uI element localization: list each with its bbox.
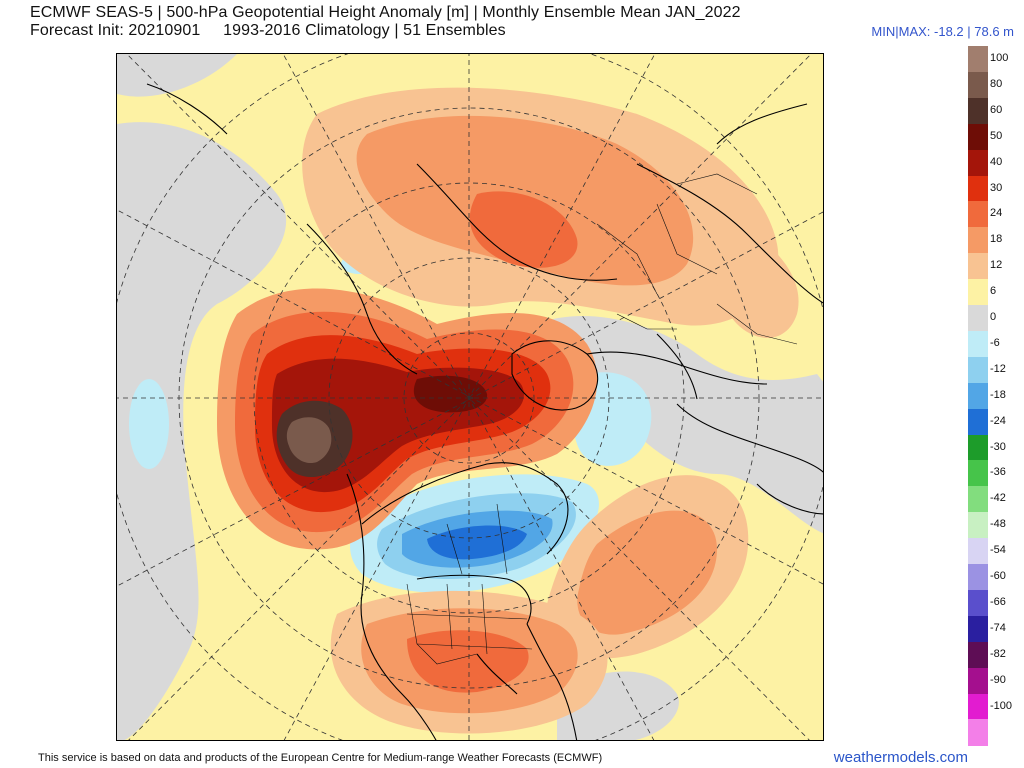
colorbar-swatch [968,486,988,513]
colorbar-swatch [968,512,988,539]
colorbar-swatch [968,719,988,746]
coastlines [146,83,823,740]
colorbar-label: -30 [990,440,1006,453]
colorbar-label: 100 [990,52,1009,64]
map-subtitle: Forecast Init: 20210901 1993-2016 Climat… [30,22,506,39]
colorbar-label: -74 [990,621,1006,634]
anomaly-atlantic-warm [545,475,749,659]
colorbar-swatch [968,434,988,461]
colorbar-swatch [968,564,988,591]
colorbar-label: 80 [990,77,1003,90]
colorbar-swatch [968,589,988,617]
colorbar-label: -66 [990,595,1006,608]
colorbar-label: -90 [990,673,1006,686]
anomaly-negative-core [377,493,576,580]
colorbar-swatch [968,615,988,643]
colorbar-label: -82 [990,647,1006,660]
map-panel [116,53,824,741]
colorbar-swatch [968,382,988,410]
colorbar-label: -54 [990,544,1006,557]
colorbar-swatch [968,149,988,176]
colorbar-swatch [968,201,988,228]
colorbar-swatch [968,175,988,202]
colorbar-swatch [968,227,988,254]
colorbar-swatch [968,123,988,151]
colorbar-swatch [968,71,988,99]
colorbar-label: -36 [990,466,1006,479]
anomaly-eurasia-warm [302,87,799,338]
colorbar-swatch [968,641,988,669]
colorbar-swatch [968,305,988,332]
colorbar-swatch [968,538,988,565]
colorbar-label: -42 [990,492,1006,505]
min-max-readout: MIN|MAX: -18.2 | 78.6 m [871,24,1014,39]
anomaly-near-zero-regions [117,54,823,740]
colorbar-label: 6 [990,285,997,298]
graticule [117,54,823,740]
colorbar-swatch [968,46,988,73]
colorbar-label: 12 [990,259,1003,272]
colorbar-swatch [968,330,988,358]
colorbar-label: -6 [990,336,1000,349]
colorbar-swatch [968,279,988,306]
colorbar-label: -18 [990,388,1006,401]
country-borders [406,173,798,665]
colorbar-label: -100 [990,699,1013,712]
colorbar-label: -60 [990,570,1006,582]
polar-map [117,54,823,740]
colorbar-label: 24 [990,207,1003,220]
colorbar-label: -24 [990,414,1006,427]
colorbar-swatch [968,693,988,720]
colorbar-swatch [968,356,988,384]
brand-link[interactable]: weathermodels.com [833,749,968,766]
colorbar-label: 50 [990,129,1003,142]
colorbar-label: 60 [990,103,1003,116]
colorbar-swatch [968,97,988,125]
colorbar-swatch [968,408,988,435]
colorbar-label: 40 [990,155,1003,168]
colorbar-swatch [968,253,988,280]
colorbar: 100 80 60 50 40 30 24 18 12 6 0 -6 -12 -18 -24 -30 -36 -4… [968,46,1020,746]
colorbar-label: -48 [990,518,1006,531]
colorbar-label: -12 [990,362,1006,375]
colorbar-label: 0 [990,311,997,323]
colorbar-swatch [968,460,988,487]
ecmwf-credit: This service is based on data and produc… [38,752,603,764]
colorbar-swatch [968,667,988,694]
map-title: ECMWF SEAS-5 | 500-hPa Geopotential Heig… [30,4,741,21]
colorbar-label: 18 [990,233,1003,246]
colorbar-label: 30 [990,181,1003,194]
